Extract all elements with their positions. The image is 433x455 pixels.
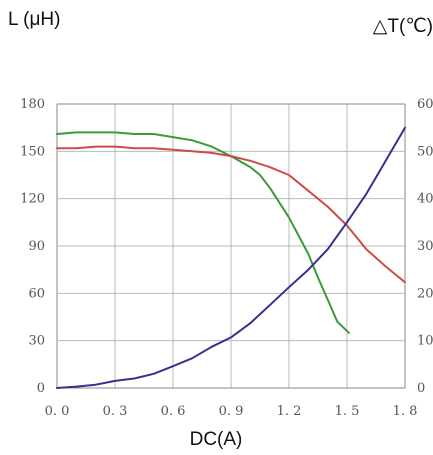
right-y-tick-label: 10 bbox=[417, 334, 433, 349]
series-line-2 bbox=[56, 145, 406, 284]
series-line-1 bbox=[56, 131, 350, 334]
plot-series bbox=[56, 126, 406, 389]
left-axis-title: L (μH) bbox=[8, 9, 60, 30]
left-y-tick-label: 0 bbox=[37, 381, 45, 396]
x-tick-label: 1. 8 bbox=[393, 404, 418, 419]
right-y-tick-label: 50 bbox=[417, 144, 433, 159]
left-y-tick-label: 120 bbox=[20, 192, 45, 207]
right-y-tick-label: 0 bbox=[417, 381, 425, 396]
left-y-tick-label: 30 bbox=[28, 334, 45, 349]
right-y-tick-label: 30 bbox=[417, 239, 433, 254]
x-tick-label: 0. 9 bbox=[219, 404, 244, 419]
x-tick-label: 0. 0 bbox=[45, 404, 70, 419]
x-tick-label: 1. 2 bbox=[277, 404, 302, 419]
left-y-tick-label: 150 bbox=[20, 144, 45, 159]
left-y-tick-label: 60 bbox=[28, 286, 45, 301]
x-tick-label: 1. 5 bbox=[335, 404, 360, 419]
plot-grid bbox=[56, 103, 406, 389]
tick-labels: 0. 0 0. 3 0. 6 0. 9 1. 2 1. 5 1. 8 0 30 60 90 120 15… bbox=[20, 97, 433, 419]
series-line-3 bbox=[56, 126, 406, 389]
right-axis-title: △T(℃) bbox=[373, 16, 433, 37]
right-y-tick-label: 40 bbox=[417, 192, 433, 207]
right-y-tick-label: 20 bbox=[417, 286, 433, 301]
right-y-tick-label: 60 bbox=[417, 97, 433, 112]
x-axis-title: DC(A) bbox=[190, 429, 243, 450]
x-tick-label: 0. 3 bbox=[103, 404, 128, 419]
x-tick-label: 0. 6 bbox=[161, 404, 186, 419]
left-y-tick-label: 90 bbox=[28, 239, 45, 254]
left-y-tick-label: 180 bbox=[20, 97, 45, 112]
